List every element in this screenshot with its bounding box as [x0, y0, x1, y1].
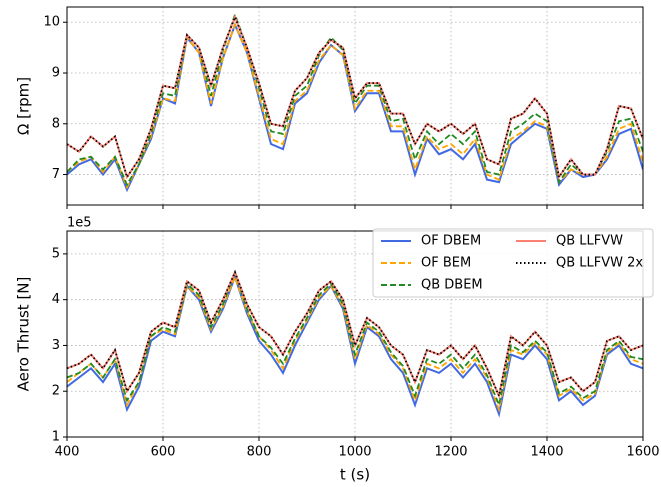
legend-label: QB LLFVW 2x: [556, 256, 643, 271]
y-tick-label: 5: [52, 246, 60, 261]
y-axis-label: Ω [rpm]: [15, 77, 33, 135]
x-tick-label: 1200: [434, 445, 467, 460]
series-line: [67, 269, 643, 409]
y-tick-label: 8: [52, 116, 60, 131]
plot-frame: [66, 230, 644, 438]
y-axis-label: Aero Thrust [N]: [15, 277, 33, 392]
y-tick-label: 7: [52, 167, 60, 182]
y-tick-label: 9: [52, 66, 60, 81]
x-tick-label: 1600: [626, 445, 659, 460]
x-tick-label: 400: [55, 445, 80, 460]
legend-label: OF BEM: [421, 256, 471, 271]
plot-frame: [66, 6, 644, 206]
series-line: [67, 273, 643, 418]
x-tick-label: 1400: [530, 445, 563, 460]
y-tick-label: 2: [52, 384, 60, 399]
y-tick-label: 4: [52, 292, 60, 307]
y-tick-label: 10: [43, 15, 60, 30]
legend-label: QB DBEM: [421, 278, 483, 293]
y-tick-label: 1: [52, 430, 60, 445]
x-axis-label: t (s): [340, 466, 370, 484]
legend-label: OF DBEM: [421, 234, 481, 249]
series-line: [67, 22, 643, 190]
x-tick-label: 1000: [338, 445, 371, 460]
legend-box: [372, 228, 654, 298]
y-tick-label: 3: [52, 338, 60, 353]
legend-label: QB LLFVW: [556, 234, 623, 249]
series-line: [67, 11, 643, 187]
series-line: [67, 269, 643, 400]
x-tick-label: 800: [247, 445, 272, 460]
y-offset-label: 1e5: [67, 216, 92, 231]
series-line: [67, 14, 643, 180]
x-tick-label: 600: [151, 445, 176, 460]
